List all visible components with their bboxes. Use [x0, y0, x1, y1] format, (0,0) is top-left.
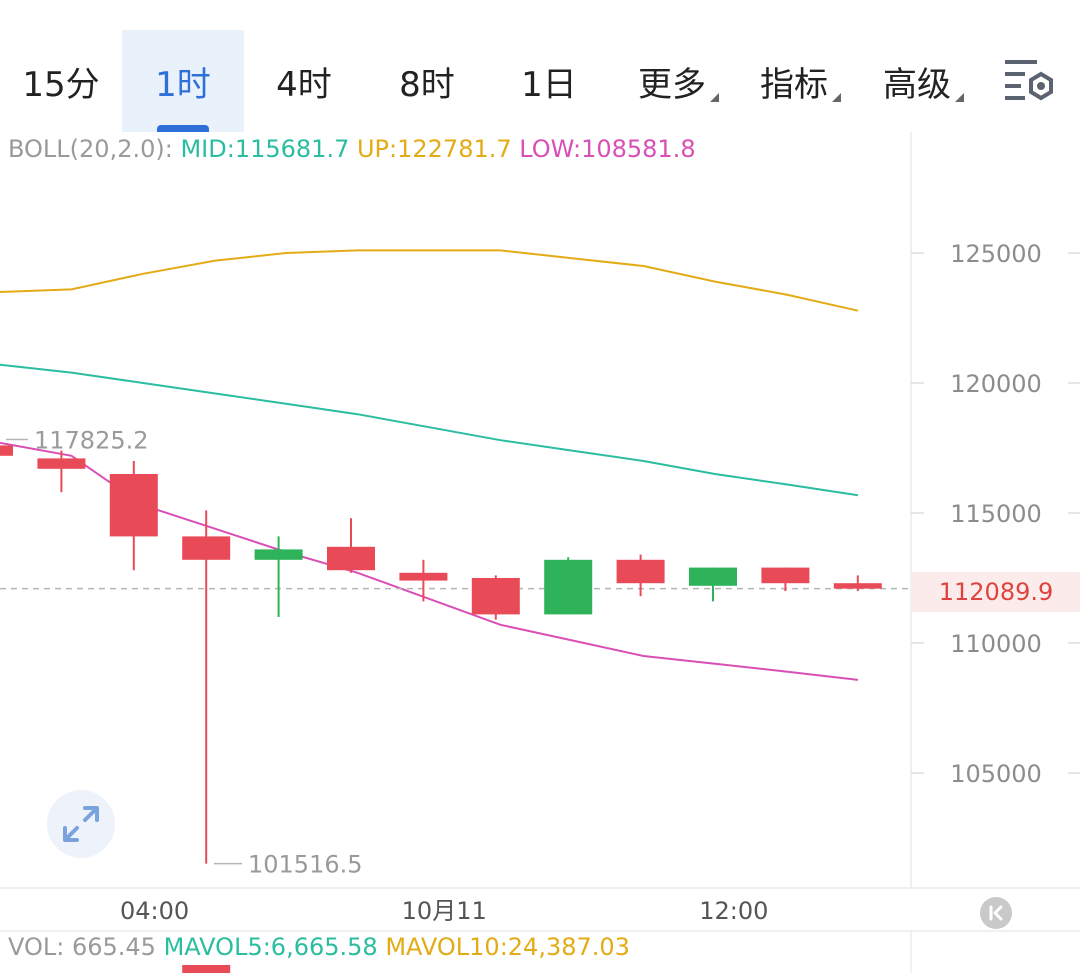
tab-label: 指标 — [760, 64, 828, 105]
candle-body — [544, 559, 593, 615]
volume-legend: VOL: 665.45 MAVOL5:6,665.58 MAVOL10:24,3… — [8, 933, 630, 961]
y-tick-label: 110000 — [950, 630, 1042, 658]
dropdown-caret-icon — [832, 93, 841, 102]
y-tick-label: 115000 — [950, 500, 1042, 528]
volume-bar — [182, 965, 231, 973]
low-marker-label: 101516.5 — [248, 851, 363, 879]
x-tick-label: 10月11 — [402, 897, 487, 925]
scroll-to-latest-button[interactable] — [980, 897, 1012, 929]
candle-body — [0, 445, 13, 456]
boll-label: BOLL(20,2.0): — [8, 135, 173, 163]
tab-7[interactable]: 高级 — [856, 30, 978, 132]
x-tick-label: 12:00 — [699, 897, 768, 925]
mavol5-value: MAVOL5:6,665.58 — [163, 933, 378, 961]
tab-6[interactable]: 指标 — [733, 30, 855, 132]
skip-back-icon — [989, 905, 1003, 921]
tab-2[interactable]: 4时 — [243, 30, 365, 132]
chart-settings-icon[interactable] — [1003, 56, 1055, 106]
tab-0[interactable]: 15分 — [0, 30, 122, 132]
boll-mid-value: MID:115681.7 — [180, 135, 350, 163]
tab-4[interactable]: 1日 — [488, 30, 610, 132]
boll-up-value: UP:122781.7 — [356, 135, 512, 163]
current-price-tag: 112089.9 — [912, 572, 1080, 612]
active-tab-indicator — [157, 125, 209, 132]
timeframe-tabs: 15分 1时 4时 8时 1日 更多 指标 高级 — [0, 0, 1080, 132]
candle-body — [182, 536, 231, 560]
candlestick-chart[interactable]: 105000 110000 115000 120000 125000 04:00 10月11… — [0, 132, 1080, 973]
candle-body — [471, 578, 520, 615]
boll-low-value: LOW:108581.8 — [519, 135, 696, 163]
x-tick-label: 04:00 — [120, 897, 189, 925]
expand-icon — [63, 806, 99, 842]
vol-value: VOL: 665.45 — [8, 933, 156, 961]
dropdown-caret-icon — [955, 93, 964, 102]
tab-label: 更多 — [638, 64, 706, 105]
candle-body — [616, 559, 665, 584]
dropdown-caret-icon — [710, 93, 719, 102]
boll-upper-line — [0, 249, 859, 312]
boll-mid-line — [0, 363, 859, 497]
candle-body — [327, 546, 375, 571]
tab-5[interactable]: 更多 — [611, 30, 733, 132]
y-tick-label: 125000 — [950, 240, 1042, 268]
tab-label: 1日 — [521, 64, 577, 105]
tab-label: 15分 — [22, 64, 100, 105]
candle-body — [37, 458, 86, 469]
y-tick-label: 105000 — [950, 760, 1042, 788]
candle-body — [761, 567, 810, 584]
tab-label: 1时 — [155, 64, 211, 105]
tab-1[interactable]: 1时 — [122, 30, 244, 132]
candle-body — [689, 567, 737, 586]
high-marker-label: 117825.2 — [34, 427, 149, 455]
y-tick-label: 120000 — [950, 370, 1042, 398]
tab-label: 高级 — [883, 64, 951, 105]
candle-body — [254, 549, 303, 560]
candle-body — [833, 583, 882, 589]
tab-label: 4时 — [276, 64, 332, 105]
expand-chart-button[interactable] — [47, 790, 115, 858]
tab-label: 8时 — [399, 64, 455, 105]
mavol10-value: MAVOL10:24,387.03 — [385, 933, 630, 961]
boll-legend: BOLL(20,2.0): MID:115681.7 UP:122781.7 L… — [8, 135, 696, 163]
tab-3[interactable]: 8时 — [366, 30, 488, 132]
candle-body — [399, 572, 448, 581]
candle-body — [109, 474, 158, 537]
